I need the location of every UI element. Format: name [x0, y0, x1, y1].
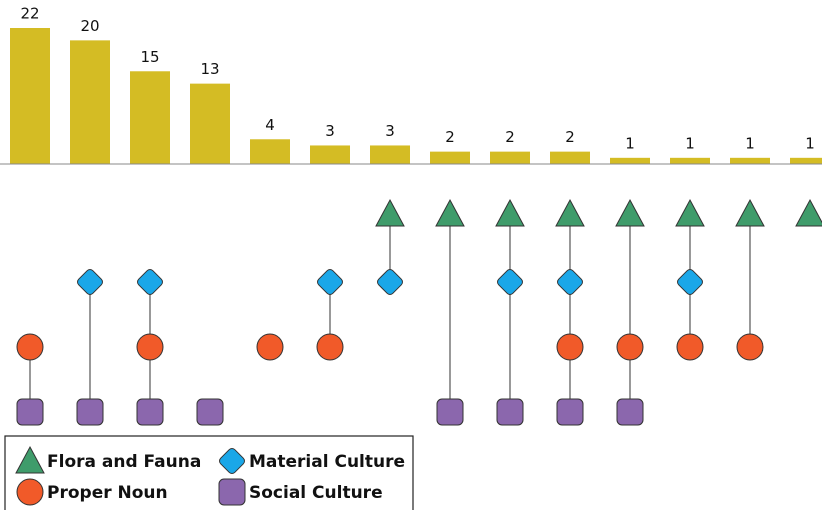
membership-marker: [495, 198, 525, 227]
membership-marker: [256, 333, 284, 361]
membership-marker: [375, 198, 405, 227]
bar: [670, 157, 710, 164]
membership-marker: [555, 198, 585, 227]
value-label: 2: [565, 128, 575, 146]
membership-marker: [676, 333, 704, 361]
membership-marker: [496, 398, 524, 426]
value-label: 1: [685, 134, 695, 152]
legend-box: [4, 435, 414, 510]
membership-marker: [616, 398, 644, 426]
membership-marker: [136, 333, 164, 361]
value-label: 4: [265, 116, 275, 134]
legend-label: Proper Noun: [47, 483, 168, 503]
value-label: 1: [625, 134, 635, 152]
value-label: 20: [80, 17, 99, 35]
membership-marker: [795, 198, 822, 227]
value-label: 1: [805, 134, 815, 152]
membership-marker: [136, 398, 164, 426]
value-label: 1: [745, 134, 755, 152]
membership-marker: [436, 398, 464, 426]
bar: [250, 139, 290, 164]
bar: [550, 151, 590, 164]
legend-marker: [15, 445, 45, 474]
bar: [310, 145, 350, 164]
legend-marker: [219, 448, 245, 474]
value-label: 2: [505, 128, 515, 146]
bar: [130, 71, 170, 164]
membership-marker: [677, 269, 703, 295]
value-label: 22: [20, 5, 39, 23]
membership-marker: [317, 269, 343, 295]
bar: [490, 151, 530, 164]
bar: [610, 157, 650, 164]
bar: [190, 83, 230, 164]
bar: [70, 40, 110, 165]
membership-marker: [557, 269, 583, 295]
membership-marker: [377, 269, 403, 295]
membership-marker: [556, 398, 584, 426]
membership-marker: [16, 398, 44, 426]
bar: [10, 28, 50, 164]
legend-label: Social Culture: [249, 483, 383, 503]
membership-marker: [735, 198, 765, 227]
legend-marker: [16, 478, 44, 506]
membership-marker: [196, 398, 224, 426]
membership-marker: [316, 333, 344, 361]
bar: [430, 151, 470, 164]
membership-marker: [16, 333, 44, 361]
membership-marker: [497, 269, 523, 295]
legend-marker: [218, 478, 246, 506]
membership-marker: [435, 198, 465, 227]
membership-marker: [76, 398, 104, 426]
value-label: 13: [200, 60, 219, 78]
bar: [730, 157, 770, 164]
membership-marker: [137, 269, 163, 295]
bar: [790, 157, 822, 164]
bar: [370, 145, 410, 164]
membership-marker: [736, 333, 764, 361]
legend-label: Flora and Fauna: [47, 452, 201, 472]
membership-marker: [615, 198, 645, 227]
value-label: 15: [140, 48, 159, 66]
value-label: 2: [445, 128, 455, 146]
membership-marker: [616, 333, 644, 361]
value-label: 3: [325, 122, 335, 140]
legend-label: Material Culture: [249, 452, 405, 472]
membership-marker: [556, 333, 584, 361]
membership-marker: [77, 269, 103, 295]
membership-marker: [675, 198, 705, 227]
value-label: 3: [385, 122, 395, 140]
